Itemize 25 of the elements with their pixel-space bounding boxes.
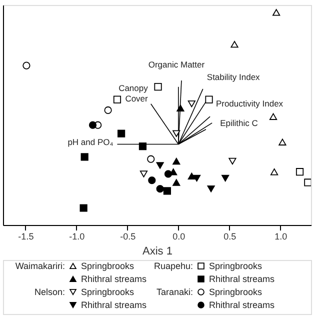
legend-label: Springbrooks <box>209 287 263 297</box>
text: Nelson: <box>34 287 65 297</box>
x-tick-label: -1.0 <box>69 232 85 242</box>
series-label: Epilithic C <box>220 118 258 128</box>
legend-label: Rhithral streams <box>209 274 276 284</box>
legend-label: Springbrooks <box>81 287 135 297</box>
text: Taranaki: <box>156 287 193 297</box>
legend-label: Rhithral streams <box>81 300 148 310</box>
x-tick-label: 0.0 <box>172 232 186 242</box>
x-axis-title: Axis 1 <box>142 246 172 258</box>
series-label: pH and PO₄ <box>68 137 114 148</box>
text: Waimakariri: <box>15 261 65 271</box>
series-label: Productivity Index <box>216 98 284 109</box>
x-tick-label: 1.0 <box>274 232 288 242</box>
legend-label: Rhithral streams <box>209 300 276 310</box>
text: Ruapehu: <box>154 261 193 271</box>
legend-label: Springbrooks <box>209 261 263 271</box>
x-tick-label: -0.5 <box>120 232 136 242</box>
legend-label: Springbrooks <box>81 261 135 271</box>
x-tick-label: -1.5 <box>18 232 34 242</box>
legend-label: Rhithral streams <box>81 274 148 284</box>
series-label: Organic Matter <box>148 59 205 70</box>
series-label: Stability Index <box>206 72 261 82</box>
x-tick-label: 0.5 <box>224 232 236 242</box>
series-label: Canopy Cover <box>118 82 149 104</box>
